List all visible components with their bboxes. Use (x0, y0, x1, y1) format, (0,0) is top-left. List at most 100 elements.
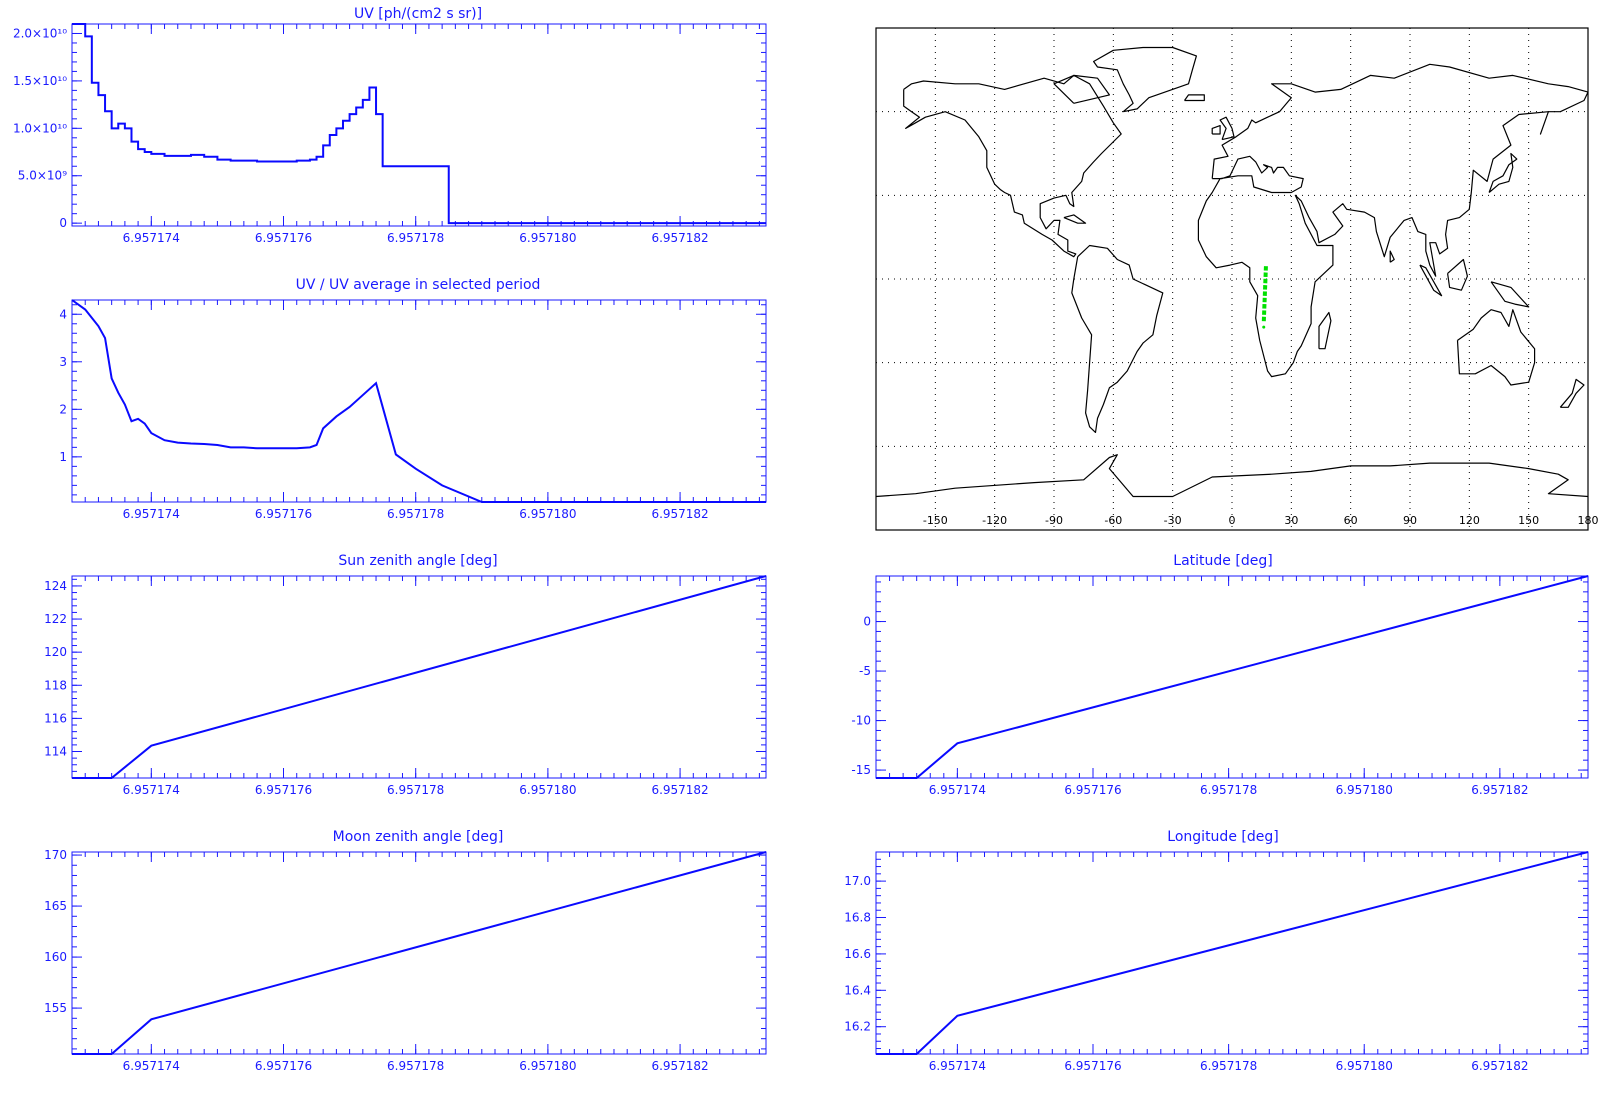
y-tick-label: 170 (44, 848, 67, 862)
uv-ratio-title: UV / UV average in selected period (296, 277, 541, 293)
south-america-coast (1071, 244, 1164, 433)
y-tick-label: 2 (59, 402, 67, 416)
x-tick-label: 6.957180 (1336, 1059, 1393, 1073)
y-tick-label: 165 (44, 899, 67, 913)
x-tick-label: 6.957180 (519, 231, 576, 245)
greenland-coast (1093, 46, 1197, 113)
y-tick-label: 1.0×10¹⁰ (13, 121, 67, 135)
moon-zenith-plot-frame (71, 851, 767, 1055)
antarctica-coast (875, 454, 1589, 498)
x-tick-label: 6.957180 (1336, 783, 1393, 797)
y-tick-label: 0 (59, 216, 67, 230)
sun-zenith-plot-frame (71, 575, 767, 779)
satellite-ground-track (1261, 266, 1268, 329)
iceland-coast (1184, 94, 1205, 102)
y-tick-label: 155 (44, 1001, 67, 1015)
latitude-ticks: 6.957174 6.957176 6.957178 6.957180 6.957182… (851, 576, 1588, 797)
map-lon-label: 60 (1344, 514, 1358, 527)
y-tick-label: 1 (59, 450, 67, 464)
x-tick-label: 6.957174 (123, 231, 180, 245)
map-coastlines (875, 46, 1589, 498)
sri-lanka-coast (1389, 250, 1395, 263)
y-tick-label: 16.2 (844, 1020, 871, 1034)
japan-coast (1488, 152, 1518, 193)
y-tick-label: 4 (59, 307, 67, 321)
x-tick-label: 6.957174 (929, 1059, 986, 1073)
uv-series-line (72, 23, 766, 225)
uv-title: UV [ph/(cm2 s sr)] (354, 6, 482, 22)
y-tick-label: 116 (44, 711, 67, 725)
y-tick-label: 124 (44, 579, 67, 593)
x-tick-label: 6.957178 (387, 783, 444, 797)
x-tick-label: 6.957178 (387, 507, 444, 521)
longitude-plot-frame (875, 851, 1589, 1055)
y-tick-label: 1.5×10¹⁰ (13, 74, 67, 88)
y-tick-label: 17.0 (844, 874, 871, 888)
moon-zenith-title: Moon zenith angle [deg] (333, 829, 504, 845)
uv-plot-frame (71, 23, 767, 227)
map-lon-label: -90 (1045, 514, 1063, 527)
uv-ratio-plot-frame (71, 299, 767, 503)
new-guinea-coast (1490, 281, 1530, 308)
y-tick-label: 0 (863, 615, 871, 629)
x-tick-label: 6.957176 (1064, 1059, 1121, 1073)
x-tick-label: 6.957178 (1200, 1059, 1257, 1073)
x-tick-label: 6.957182 (651, 783, 708, 797)
y-tick-label: -15 (851, 763, 871, 777)
latitude-series-line (876, 575, 1589, 779)
sumatra-coast (1419, 264, 1443, 297)
x-tick-label: 6.957178 (387, 1059, 444, 1073)
map-lon-label: 150 (1518, 514, 1539, 527)
sun-zenith-ticks: 6.957174 6.957176 6.957178 6.957180 6.957182… (44, 576, 766, 797)
track-end-marker (1262, 325, 1266, 329)
x-tick-label: 6.957180 (519, 507, 576, 521)
x-tick-label: 6.957176 (1064, 783, 1121, 797)
x-tick-label: 6.957176 (255, 1059, 312, 1073)
y-tick-label: 160 (44, 950, 67, 964)
x-tick-label: 6.957182 (1471, 1059, 1528, 1073)
sun-zenith-series-line (72, 575, 767, 779)
x-tick-label: 6.957182 (651, 507, 708, 521)
sun-zenith-panel: Sun zenith angle [deg] 6.957174 6.957176 6… (44, 553, 767, 797)
moon-zenith-ticks: 6.957174 6.957176 6.957178 6.957180 6.957182… (44, 848, 766, 1073)
baffin-coast (1053, 74, 1110, 104)
north-america-coast (903, 74, 1122, 258)
y-tick-label: 114 (44, 745, 67, 759)
borneo-coast (1447, 258, 1468, 291)
australia-coast (1456, 309, 1536, 386)
latitude-panel: Latitude [deg] 6.957174 6.957176 6.957178 6… (851, 553, 1589, 797)
cuba-coast (1063, 214, 1087, 224)
world-map-panel: -150 -120 -90 -60 -30 0 30 60 90 120 150 180 (875, 27, 1599, 531)
sun-zenith-title: Sun zenith angle [deg] (338, 553, 497, 569)
y-tick-label: 16.8 (844, 911, 871, 925)
longitude-panel: Longitude [deg] 6.957174 6.957176 6.957178… (844, 829, 1589, 1073)
y-tick-label: 16.4 (844, 983, 871, 997)
uv-panel: UV [ph/(cm2 s sr)] 6.957174 6.957176 6.957… (13, 6, 767, 245)
ireland-coast (1211, 125, 1221, 135)
longitude-title: Longitude [deg] (1167, 829, 1278, 845)
map-longitude-labels: -150 -120 -90 -60 -30 0 30 60 90 120 150 180 (923, 514, 1599, 527)
x-tick-label: 6.957182 (651, 231, 708, 245)
y-tick-label: -5 (859, 664, 871, 678)
map-lon-label: -30 (1164, 514, 1182, 527)
eurasia-africa-coast (1197, 63, 1589, 378)
new-zealand-coast (1559, 378, 1585, 408)
x-tick-label: 6.957174 (123, 507, 180, 521)
y-tick-label: 16.6 (844, 947, 871, 961)
x-tick-label: 6.957174 (929, 783, 986, 797)
map-lon-label: 180 (1578, 514, 1599, 527)
uv-ratio-panel: UV / UV average in selected period 6.957… (59, 277, 767, 521)
y-tick-label: 122 (44, 612, 67, 626)
latitude-title: Latitude [deg] (1173, 553, 1272, 569)
y-tick-label: 2.0×10¹⁰ (13, 26, 67, 40)
longitude-series-line (876, 851, 1589, 1055)
x-tick-label: 6.957176 (255, 231, 312, 245)
x-tick-label: 6.957176 (255, 507, 312, 521)
map-lon-label: -60 (1104, 514, 1122, 527)
x-tick-label: 6.957174 (123, 1059, 180, 1073)
x-tick-label: 6.957176 (255, 783, 312, 797)
british-isles-coast (1219, 116, 1235, 141)
madagascar-coast (1318, 311, 1332, 350)
x-tick-label: 6.957180 (519, 783, 576, 797)
